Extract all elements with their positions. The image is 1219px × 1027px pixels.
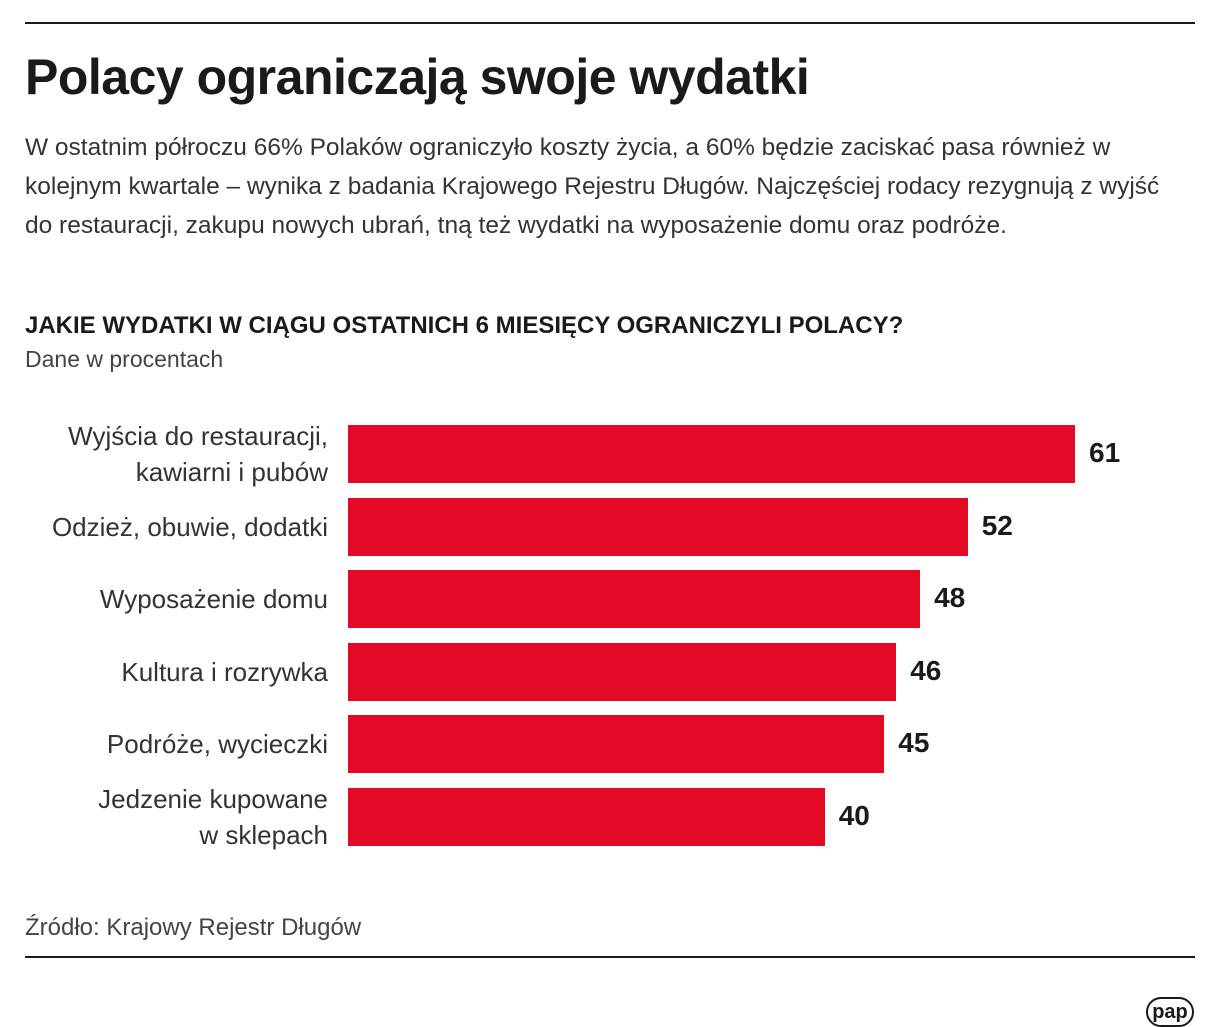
- category-label: Odzież, obuwie, dodatki: [51, 511, 328, 542]
- category-label: Wyposażenie domu: [99, 584, 328, 615]
- logo: pap: [1146, 997, 1194, 1027]
- category-label: Wyjścia do restauracji, kawiarni i pubów: [68, 421, 328, 487]
- value-label: 45: [898, 727, 930, 759]
- category-label: Podróże, wycieczki: [106, 729, 328, 760]
- subtitle: W ostatnim półroczu 66% Polaków ogranicz…: [25, 134, 1160, 239]
- source: Źródło: Krajowy Rejestr Długów: [25, 914, 362, 941]
- bar: [348, 788, 825, 846]
- bar: [348, 497, 968, 556]
- bar: [348, 642, 897, 701]
- bottom-rule: [25, 956, 1195, 958]
- value-label: 52: [981, 509, 1013, 541]
- value-label: 48: [934, 582, 966, 614]
- category-label: Jedzenie kupowane w sklepach: [98, 784, 328, 850]
- unit-note: Dane w procentach: [25, 346, 224, 372]
- top-rule: [25, 22, 1195, 24]
- value-label: 46: [910, 654, 942, 686]
- bar: [348, 570, 921, 629]
- value-label: 40: [838, 800, 870, 831]
- chart-title: Polacy ograniczają swoje wydatki: [25, 49, 810, 105]
- chart-heading: JAKIE WYDATKI W CIĄGU OSTATNICH 6 MIESIĘ…: [25, 312, 904, 339]
- value-label: 61: [1089, 437, 1121, 468]
- bar: [348, 715, 885, 774]
- category-label: Kultura i rozrywka: [121, 656, 328, 687]
- bar: [348, 425, 1075, 483]
